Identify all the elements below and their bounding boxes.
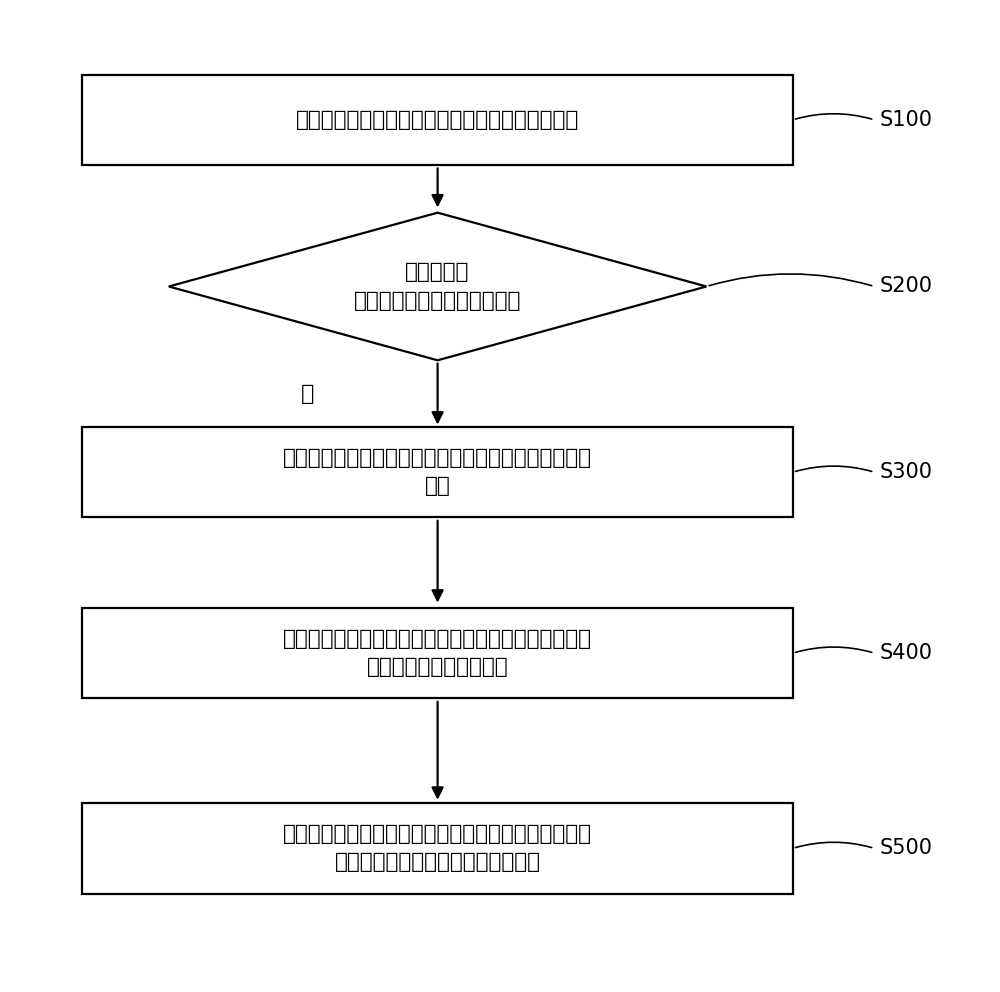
Text: 控制与冷却系统连接的开关阀开启并向冷却系统加注冷
却液: 控制与冷却系统连接的开关阀开启并向冷却系统加注冷 却液: [283, 448, 592, 496]
Text: S300: S300: [879, 462, 932, 482]
Text: S200: S200: [879, 277, 932, 297]
FancyBboxPatch shape: [82, 804, 793, 894]
Text: S100: S100: [879, 110, 932, 130]
Text: 获得待注入发动机的冷却系统中的冷却液的电导率: 获得待注入发动机的冷却系统中的冷却液的电导率: [296, 110, 579, 130]
Text: 确定电导率
是否位于第一预设电导率范围: 确定电导率 是否位于第一预设电导率范围: [354, 262, 521, 311]
Text: S400: S400: [879, 643, 932, 663]
FancyBboxPatch shape: [82, 74, 793, 165]
Text: S500: S500: [879, 838, 932, 858]
FancyBboxPatch shape: [82, 427, 793, 518]
Text: 是: 是: [301, 384, 315, 404]
Text: 获得向冷却系统加注冷却液的当前累计加注量以及膨胀
水箱中冷却液的当前液位: 获得向冷却系统加注冷却液的当前累计加注量以及膨胀 水箱中冷却液的当前液位: [283, 629, 592, 678]
Text: 根据当前累计加注量以及当前液位，确定是否控制开关
阀关闭并停止向冷却系统加注冷却液: 根据当前累计加注量以及当前液位，确定是否控制开关 阀关闭并停止向冷却系统加注冷却…: [283, 824, 592, 872]
Polygon shape: [169, 212, 706, 360]
FancyBboxPatch shape: [82, 608, 793, 698]
